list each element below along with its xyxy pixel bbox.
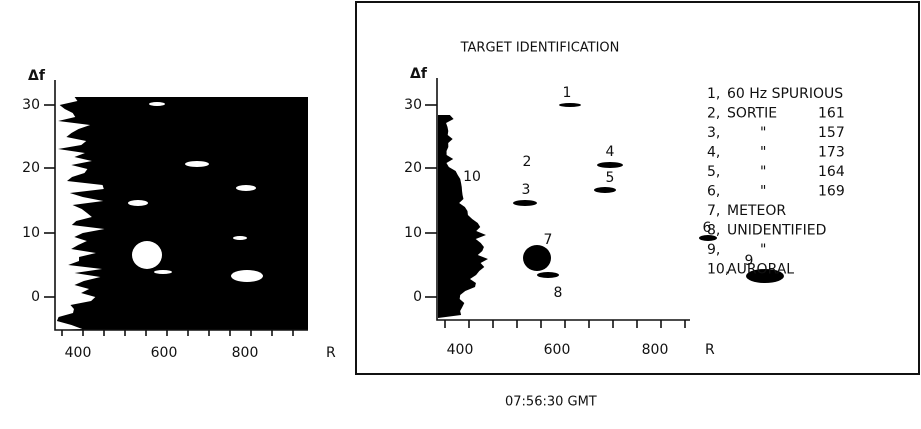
legend-name: ": [760, 125, 766, 141]
legend-name: ": [760, 242, 766, 258]
legend-id: 164: [818, 164, 845, 180]
y-axis-label: Δf: [28, 68, 46, 84]
target-echo: [233, 236, 247, 240]
y-tick-label: 10: [22, 225, 40, 241]
legend-name: ": [760, 184, 766, 200]
legend-name: 60 Hz SPURIOUS: [727, 86, 843, 102]
axes: [54, 80, 308, 331]
legend-name: ": [760, 145, 766, 161]
target-label: 8: [554, 285, 563, 301]
target-echo: [594, 187, 616, 193]
legend-number: 10,: [707, 262, 729, 278]
y-tick-label: 30: [22, 97, 40, 113]
legend-name: AURORAL: [727, 262, 794, 278]
legend-number: 6,: [707, 184, 720, 200]
echo-field: [55, 97, 308, 330]
target-label: 7: [544, 232, 553, 248]
target-echo: [231, 270, 263, 282]
legend-name: ": [760, 164, 766, 180]
legend-name: SORTIE: [727, 106, 777, 122]
legend-id: 169: [818, 184, 845, 200]
y-tick-label: 20: [404, 160, 422, 176]
legend-id: 161: [818, 106, 845, 122]
y-tick-label: 20: [22, 160, 40, 176]
target-echo: [236, 185, 256, 191]
y-tick-label: 10: [404, 225, 422, 241]
x-axis-label: R: [705, 342, 715, 358]
target-label: 6: [703, 220, 712, 236]
target-echo: [523, 245, 551, 271]
axes: [436, 78, 690, 321]
right-frame: [355, 1, 920, 375]
y-tick-label: 30: [404, 97, 422, 113]
target-echo: [537, 272, 559, 278]
legend-number: 3,: [707, 125, 720, 141]
target-label: 9: [745, 253, 754, 269]
legend-name: METEOR: [727, 203, 786, 219]
legend-number: 4,: [707, 145, 720, 161]
target-echo: [513, 200, 537, 206]
target-echo: [185, 161, 209, 167]
legend-number: 1,: [707, 86, 720, 102]
clear-edge: [55, 97, 105, 330]
target-label: 2: [523, 154, 532, 170]
x-tick-label: 800: [232, 345, 259, 361]
legend-number: 8,: [707, 223, 720, 239]
target-echo: [699, 235, 717, 241]
target-echo: [149, 102, 165, 106]
legend-number: 2,: [707, 106, 720, 122]
x-tick-label: 800: [642, 342, 669, 358]
legend-number: 9,: [707, 242, 720, 258]
x-tick-label: 400: [65, 345, 92, 361]
legend-name: UNIDENTIFIED: [727, 223, 826, 239]
legend-id: 157: [818, 125, 845, 141]
target-label: 10: [463, 169, 481, 185]
target-echo: [559, 103, 581, 107]
legend-id: 173: [818, 145, 845, 161]
target-label: 4: [606, 144, 615, 160]
target-echo: [746, 269, 784, 283]
target-label: 1: [563, 85, 572, 101]
target-label: 5: [606, 170, 615, 186]
target-echo: [154, 270, 172, 274]
target-echo: [132, 241, 162, 269]
legend-number: 7,: [707, 203, 720, 219]
target-echo: [597, 162, 623, 168]
x-tick-label: 600: [544, 342, 571, 358]
target-label: 3: [522, 182, 531, 198]
y-tick-label: 0: [413, 289, 422, 305]
timestamp: 07:56:30 GMT: [505, 395, 597, 410]
x-axis-label: R: [326, 345, 336, 361]
x-tick-label: 400: [447, 342, 474, 358]
y-axis-label: Δf: [410, 66, 428, 82]
auroral-echo: [438, 115, 488, 318]
y-tick-label: 0: [31, 289, 40, 305]
target-echo: [128, 200, 148, 206]
legend-number: 5,: [707, 164, 720, 180]
title: TARGET IDENTIFICATION: [460, 41, 620, 56]
x-tick-label: 600: [151, 345, 178, 361]
